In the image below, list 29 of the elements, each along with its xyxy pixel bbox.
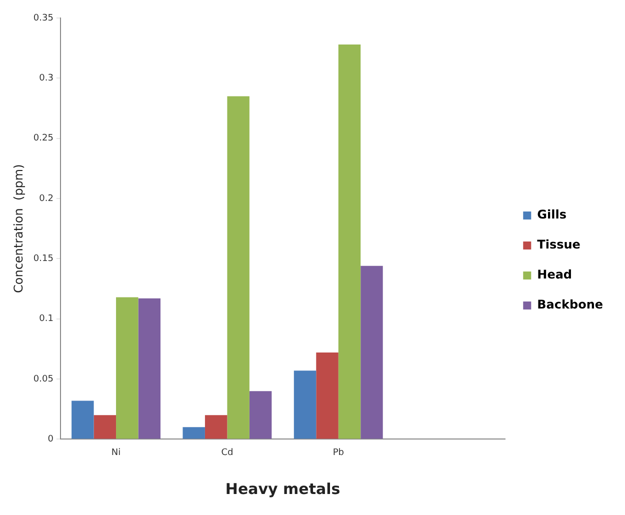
y-tick-label: 0.05: [33, 374, 54, 384]
bar: [316, 352, 338, 439]
y-tick-label: 0.35: [33, 13, 54, 24]
legend-label: Backbone: [537, 298, 604, 312]
y-tick-label: 0: [48, 434, 54, 445]
legend-label: Head: [537, 268, 572, 282]
y-tick-label: 0.1: [39, 314, 54, 324]
legend-label: Tissue: [537, 238, 580, 252]
bar: [72, 400, 94, 439]
y-tick-label: 0.2: [39, 194, 54, 204]
bar: [227, 96, 250, 439]
y-axis-title: Concentration (ppm): [11, 164, 26, 294]
bar: [338, 44, 361, 439]
bar: [294, 370, 316, 439]
bar: [182, 427, 205, 439]
bar: [249, 391, 272, 439]
y-tick-label: 0.3: [39, 74, 54, 84]
legend-label: Gills: [537, 208, 566, 222]
bar: [94, 415, 116, 439]
y-tick-label: 0.25: [33, 134, 54, 144]
y-tick-label: 0.15: [33, 254, 54, 264]
x-axis-title: Heavy metals: [225, 480, 340, 498]
bar: [360, 266, 383, 439]
bar: [204, 415, 228, 439]
x-tick-label: Cd: [221, 448, 234, 458]
x-tick-label: Ni: [111, 448, 121, 458]
x-tick-label: Pb: [332, 448, 344, 458]
bar: [138, 298, 160, 439]
bar: [116, 297, 138, 439]
